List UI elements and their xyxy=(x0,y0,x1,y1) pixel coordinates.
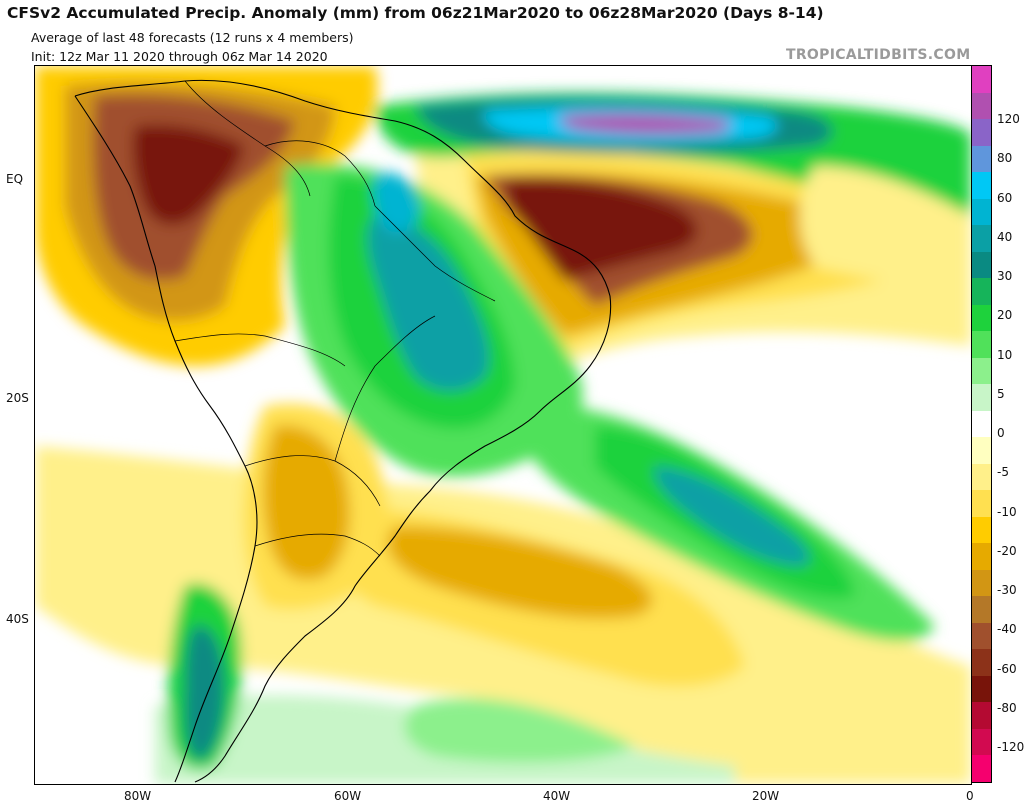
colorbar-label: 30 xyxy=(997,269,1013,284)
colorbar-segment xyxy=(972,543,991,571)
colorbar-label: 80 xyxy=(997,151,1013,166)
colorbar-label: -5 xyxy=(997,465,1009,480)
coastlines xyxy=(74,79,612,783)
lat-label-20s: 20S xyxy=(6,391,29,405)
colorbar-label: -80 xyxy=(997,700,1017,715)
colorbar-label: -10 xyxy=(997,504,1017,519)
chart-title: CFSv2 Accumulated Precip. Anomaly (mm) f… xyxy=(7,4,824,22)
colorbar-segment xyxy=(972,66,991,94)
chart-subtitle: Average of last 48 forecasts (12 runs x … xyxy=(31,30,354,45)
lon-label-20w: 20W xyxy=(752,789,780,803)
colorbar-segment xyxy=(972,649,991,677)
colorbar-label: -60 xyxy=(997,661,1017,676)
colorbar-segment xyxy=(972,251,991,279)
colorbar-label: -120 xyxy=(997,739,1024,754)
lon-label-60w: 60W xyxy=(334,789,362,803)
colorbar-segment xyxy=(972,410,991,438)
colorbar-label: 10 xyxy=(997,347,1013,362)
colorbar-label: -40 xyxy=(997,622,1017,637)
colorbar-label: 60 xyxy=(997,190,1013,205)
colorbar-label: -30 xyxy=(997,583,1017,597)
colorbar-segment xyxy=(972,728,991,756)
lat-label-40s: 40S xyxy=(6,612,29,626)
colorbar-label: 120 xyxy=(997,112,1020,127)
colorbar-segment xyxy=(972,278,991,306)
colorbar-segment xyxy=(972,304,991,332)
colorbar-segment xyxy=(972,622,991,650)
colorbar-label: 20 xyxy=(997,308,1013,323)
colorbar-label: 0 xyxy=(997,426,1005,441)
colorbar-segment xyxy=(972,702,991,730)
colorbar-segment xyxy=(972,119,991,147)
watermark: TROPICALTIDBITS.COM xyxy=(786,47,971,63)
colorbar-segment xyxy=(972,198,991,226)
init-time: Init: 12z Mar 11 2020 through 06z Mar 14… xyxy=(31,49,328,64)
colorbar-segment xyxy=(972,463,991,491)
lon-label-40w: 40W xyxy=(543,789,571,803)
colorbar-segment xyxy=(972,516,991,544)
colorbar-segment xyxy=(972,384,991,412)
colorbar-segment xyxy=(972,437,991,465)
colorbar-segment xyxy=(972,357,991,385)
colorbar xyxy=(971,65,992,783)
colorbar-segment xyxy=(972,145,991,173)
colorbar-label: 5 xyxy=(997,386,1005,401)
colorbar-label: 40 xyxy=(997,229,1013,244)
lon-label-80w: 80W xyxy=(124,789,152,803)
colorbar-segment xyxy=(972,675,991,703)
lat-label-eq: EQ xyxy=(6,172,24,186)
colorbar-segment xyxy=(972,225,991,253)
colorbar-segment xyxy=(972,172,991,200)
precip-anomaly-map xyxy=(34,65,972,785)
colorbar-segment xyxy=(972,331,991,359)
colorbar-segment xyxy=(972,596,991,624)
colorbar-segment xyxy=(972,92,991,120)
colorbar-label: -20 xyxy=(997,543,1017,558)
colorbar-segment xyxy=(972,490,991,518)
lon-label-0: 0 xyxy=(966,789,974,803)
colorbar-segment xyxy=(972,569,991,597)
colorbar-segment xyxy=(972,755,991,783)
